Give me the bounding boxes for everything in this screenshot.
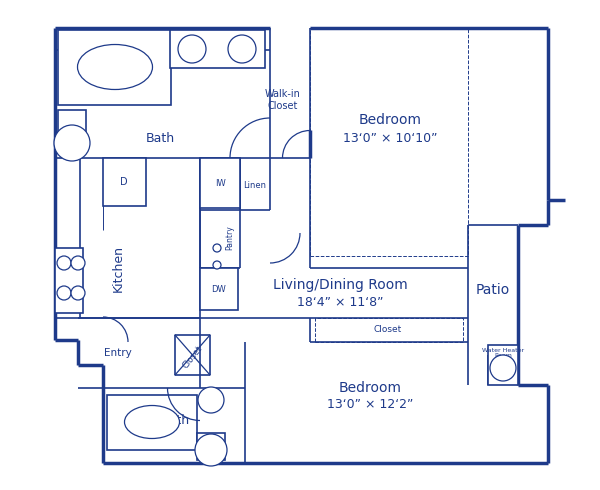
Bar — [170, 30, 265, 68]
Circle shape — [490, 355, 516, 381]
Bar — [310, 28, 468, 256]
Circle shape — [213, 244, 221, 252]
Bar — [55, 248, 83, 313]
Circle shape — [71, 286, 85, 300]
Text: WH: WH — [496, 364, 509, 372]
Text: Patio: Patio — [476, 283, 510, 297]
Text: IW: IW — [215, 178, 226, 188]
Text: Bath: Bath — [160, 414, 190, 426]
Circle shape — [213, 261, 221, 269]
Text: DW: DW — [212, 285, 226, 294]
Ellipse shape — [125, 406, 179, 439]
Text: D: D — [120, 177, 128, 187]
Text: Closet: Closet — [374, 325, 402, 335]
Text: 13‘0” × 12‘2”: 13‘0” × 12‘2” — [327, 398, 413, 412]
Text: Bedroom: Bedroom — [359, 113, 421, 127]
Circle shape — [57, 256, 71, 270]
Bar — [200, 158, 240, 208]
Text: Bath: Bath — [145, 131, 175, 145]
Text: Pantry: Pantry — [226, 225, 235, 250]
Bar — [107, 395, 197, 450]
Circle shape — [57, 286, 71, 300]
Text: Closet: Closet — [181, 344, 205, 370]
Text: Linen: Linen — [244, 180, 266, 190]
Text: Walk-in
Closet: Walk-in Closet — [265, 89, 301, 111]
Text: Living/Dining Room: Living/Dining Room — [272, 278, 407, 292]
Circle shape — [54, 125, 90, 161]
Bar — [103, 158, 146, 206]
Text: Kitchen: Kitchen — [112, 245, 125, 292]
Ellipse shape — [77, 45, 152, 90]
Bar — [58, 110, 86, 152]
Bar — [200, 268, 238, 310]
Circle shape — [198, 387, 224, 413]
Text: Water Heater
Room: Water Heater Room — [482, 347, 524, 358]
Circle shape — [71, 256, 85, 270]
Text: Entry: Entry — [104, 348, 132, 358]
Bar — [488, 345, 518, 385]
Bar — [58, 30, 171, 105]
Bar — [315, 318, 463, 342]
Circle shape — [178, 35, 206, 63]
Text: Bedroom: Bedroom — [338, 381, 401, 395]
Circle shape — [195, 434, 227, 466]
Text: 18‘4” × 11‘8”: 18‘4” × 11‘8” — [297, 295, 383, 309]
Circle shape — [228, 35, 256, 63]
Bar — [197, 433, 225, 460]
Text: 13‘0” × 10‘10”: 13‘0” × 10‘10” — [343, 131, 437, 145]
